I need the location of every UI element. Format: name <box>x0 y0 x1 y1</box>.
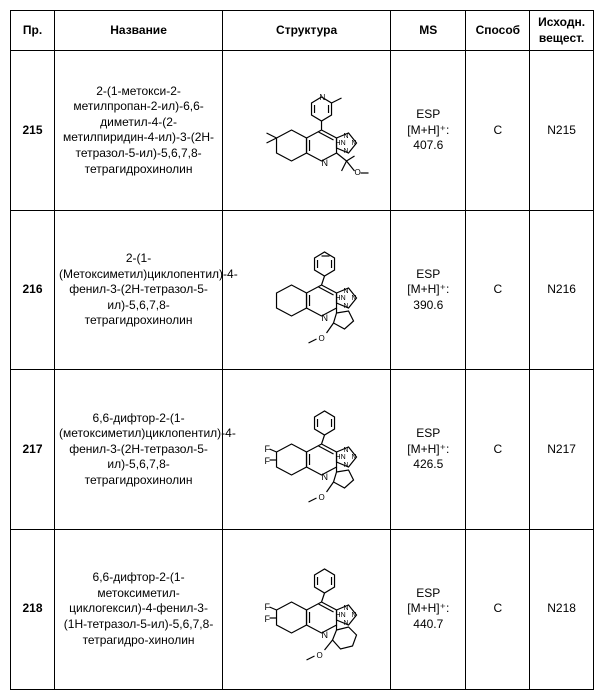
structure-icon: N N N N N <box>225 53 388 203</box>
svg-text:N: N <box>322 158 329 168</box>
src-cell: N215 <box>530 51 594 211</box>
svg-text:N: N <box>344 605 349 612</box>
svg-text:O: O <box>319 334 325 343</box>
svg-text:HN: HN <box>336 140 346 147</box>
header-name: Название <box>55 11 223 51</box>
method-cell: C <box>466 529 530 689</box>
src-cell: N216 <box>530 210 594 370</box>
structure-cell: N F F N N N <box>223 529 391 689</box>
ms-cell: ESP [M+H]⁺: 390.6 <box>391 210 466 370</box>
svg-text:N: N <box>344 133 349 140</box>
structure-cell: N F F N N <box>223 370 391 530</box>
svg-text:N: N <box>344 303 349 310</box>
svg-text:O: O <box>355 168 361 177</box>
method-cell: C <box>466 210 530 370</box>
svg-text:N: N <box>322 313 329 323</box>
structure-icon: N F F N N N <box>225 532 388 682</box>
header-pr: Пр. <box>11 11 55 51</box>
table-row: 216 2-(1-(Метоксиметил)циклопентил)-4-фе… <box>11 210 594 370</box>
pr-cell: 215 <box>11 51 55 211</box>
method-cell: C <box>466 370 530 530</box>
svg-text:N: N <box>344 288 349 295</box>
src-cell: N217 <box>530 370 594 530</box>
svg-text:N: N <box>322 630 329 640</box>
pr-cell: 218 <box>11 529 55 689</box>
svg-text:HN: HN <box>336 295 346 302</box>
svg-text:HN: HN <box>336 454 346 461</box>
header-method: Способ <box>466 11 530 51</box>
header-src: Исходн. вещест. <box>530 11 594 51</box>
name-cell: 2-(1-метокси-2-метилпропан-2-ил)-6,6-дим… <box>55 51 223 211</box>
table-row: 215 2-(1-метокси-2-метилпропан-2-ил)-6,6… <box>11 51 594 211</box>
svg-text:N: N <box>344 620 349 627</box>
structure-icon: N N N N HN <box>225 213 388 363</box>
svg-text:N: N <box>352 612 357 619</box>
name-cell: 6,6-дифтор-2-(1-(метоксиметил)циклопенти… <box>55 370 223 530</box>
name-cell: 6,6-дифтор-2-(1-метоксиметил-циклогексил… <box>55 529 223 689</box>
svg-text:N: N <box>344 462 349 469</box>
compound-table: Пр. Название Структура MS Способ Исходн.… <box>10 10 594 690</box>
structure-cell: N N N N HN <box>223 210 391 370</box>
header-row: Пр. Название Структура MS Способ Исходн.… <box>11 11 594 51</box>
pr-cell: 217 <box>11 370 55 530</box>
svg-text:F: F <box>265 456 271 466</box>
pr-cell: 216 <box>11 210 55 370</box>
name-cell: 2-(1-(Метоксиметил)циклопентил)-4-фенил-… <box>55 210 223 370</box>
table-row: 218 6,6-дифтор-2-(1-метоксиметил-циклоге… <box>11 529 594 689</box>
ms-cell: ESP [M+H]⁺: 407.6 <box>391 51 466 211</box>
svg-text:N: N <box>344 148 349 155</box>
ms-cell: ESP [M+H]⁺: 426.5 <box>391 370 466 530</box>
ms-cell: ESP [M+H]⁺: 440.7 <box>391 529 466 689</box>
svg-text:O: O <box>317 651 323 660</box>
method-cell: C <box>466 51 530 211</box>
header-struct: Структура <box>223 11 391 51</box>
svg-text:N: N <box>352 140 357 147</box>
svg-text:N: N <box>322 472 329 482</box>
svg-text:N: N <box>352 454 357 461</box>
header-ms: MS <box>391 11 466 51</box>
svg-text:N: N <box>344 447 349 454</box>
svg-text:HN: HN <box>336 612 346 619</box>
src-cell: N218 <box>530 529 594 689</box>
svg-text:O: O <box>319 493 325 502</box>
svg-text:N: N <box>352 295 357 302</box>
svg-text:N: N <box>320 93 326 102</box>
table-row: 217 6,6-дифтор-2-(1-(метоксиметил)циклоп… <box>11 370 594 530</box>
structure-cell: N N N N N <box>223 51 391 211</box>
svg-text:F: F <box>265 614 271 624</box>
structure-icon: N F F N N <box>225 372 388 522</box>
